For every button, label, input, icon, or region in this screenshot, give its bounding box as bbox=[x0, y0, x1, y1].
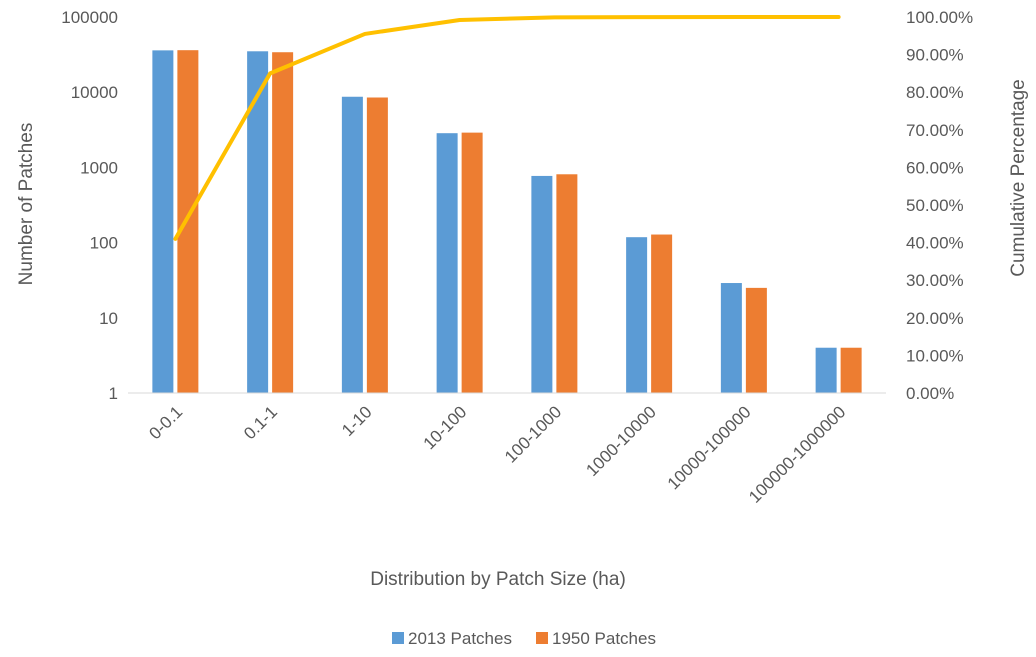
y-axis-title: Number of Patches bbox=[16, 123, 37, 286]
bar-2013-5 bbox=[626, 237, 648, 393]
y2-tick-label: 20.00% bbox=[906, 309, 964, 328]
y-axis-left: 1 10 100 1000 10000 100000 bbox=[61, 8, 118, 403]
y-tick-label: 10000 bbox=[71, 83, 118, 102]
bar-2013-7 bbox=[815, 347, 837, 393]
y2-tick-label: 0.00% bbox=[906, 384, 954, 403]
bar-1950-5 bbox=[651, 234, 673, 393]
y2-axis-title: Cumulative Percentage bbox=[1008, 79, 1029, 277]
bar-1950-3 bbox=[461, 132, 483, 393]
bar-1950-4 bbox=[556, 174, 578, 393]
bar-1950-1 bbox=[272, 52, 294, 393]
y2-tick-label: 70.00% bbox=[906, 121, 964, 140]
legend-label-1950: 1950 Patches bbox=[552, 629, 656, 648]
y2-tick-label: 40.00% bbox=[906, 234, 964, 253]
bar-2013-6 bbox=[720, 283, 742, 393]
bar-1950-2 bbox=[366, 97, 388, 394]
y2-tick-label: 10.00% bbox=[906, 346, 964, 365]
legend-swatch-1950 bbox=[536, 632, 548, 644]
y2-tick-label: 90.00% bbox=[906, 46, 964, 65]
y-tick-label: 100 bbox=[90, 234, 118, 253]
y2-tick-label: 50.00% bbox=[906, 196, 964, 215]
x-tick-label: 0-0.1 bbox=[145, 402, 186, 443]
x-axis: 0-0.1 0.1-1 1-10 10-100 100-1000 1000-10… bbox=[145, 402, 849, 506]
x-tick-label: 1000-10000 bbox=[582, 402, 660, 480]
x-axis-title: Distribution by Patch Size (ha) bbox=[370, 569, 626, 590]
x-tick-label: 1-10 bbox=[338, 402, 375, 439]
bar-2013-0 bbox=[152, 50, 174, 393]
y-tick-label: 1000 bbox=[80, 158, 118, 177]
legend-swatch-2013 bbox=[392, 632, 404, 644]
y-tick-label: 10 bbox=[99, 309, 118, 328]
legend: 2013 Patches 1950 Patches bbox=[392, 629, 656, 648]
x-tick-label: 100000-1000000 bbox=[745, 402, 849, 506]
x-tick-label: 10-100 bbox=[420, 402, 471, 453]
y-tick-label: 1 bbox=[109, 384, 118, 403]
bar-1950-6 bbox=[745, 287, 767, 393]
y2-tick-label: 30.00% bbox=[906, 271, 964, 290]
bar-2013-1 bbox=[247, 51, 269, 394]
bar-2013-3 bbox=[436, 133, 458, 393]
y2-tick-label: 60.00% bbox=[906, 158, 964, 177]
bar-1950-7 bbox=[840, 347, 862, 393]
y2-tick-label: 80.00% bbox=[906, 83, 964, 102]
legend-label-2013: 2013 Patches bbox=[408, 629, 512, 648]
bar-2013-4 bbox=[531, 175, 553, 393]
y-tick-label: 100000 bbox=[61, 8, 118, 27]
y-axis-right: 0.00% 10.00% 20.00% 30.00% 40.00% 50.00%… bbox=[906, 8, 973, 403]
x-tick-label: 0.1-1 bbox=[240, 402, 281, 443]
cumulative-percentage-line bbox=[173, 15, 841, 241]
bar-1950-0 bbox=[177, 50, 199, 393]
x-tick-label: 100-1000 bbox=[501, 402, 565, 466]
bar-series-group bbox=[152, 50, 862, 394]
y2-tick-label: 100.00% bbox=[906, 8, 973, 27]
x-tick-label: 10000-100000 bbox=[664, 402, 755, 493]
bar-2013-2 bbox=[341, 96, 363, 393]
